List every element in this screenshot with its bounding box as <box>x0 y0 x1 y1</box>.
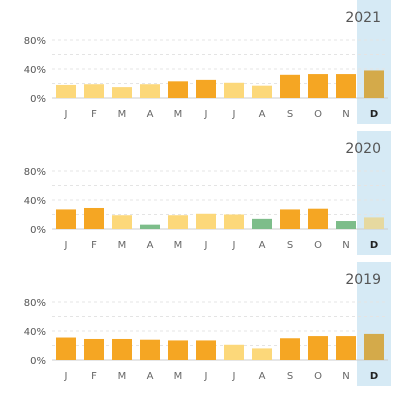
month-label: S <box>287 109 293 120</box>
bar-m-3[interactable] <box>112 338 132 360</box>
bar-j-1[interactable] <box>56 337 76 360</box>
y-tick-label: 40% <box>24 65 46 76</box>
month-label: O <box>314 240 322 251</box>
month-label: O <box>314 371 322 382</box>
bar-m-3[interactable] <box>112 87 132 98</box>
bar-f-2[interactable] <box>84 338 104 360</box>
bar-m-5[interactable] <box>168 340 188 360</box>
month-label: A <box>147 240 154 251</box>
bar-a-4[interactable] <box>140 84 160 98</box>
month-label: J <box>64 371 68 382</box>
month-label: D <box>370 240 378 251</box>
bar-d-12[interactable] <box>364 70 384 98</box>
month-label: N <box>342 240 349 251</box>
month-label: M <box>174 371 183 382</box>
bar-j-6[interactable] <box>196 213 216 229</box>
bar-j-6[interactable] <box>196 340 216 360</box>
highlight-band <box>357 0 391 124</box>
bar-a-8[interactable] <box>252 218 272 229</box>
bar-j-7[interactable] <box>224 82 244 98</box>
y-tick-label: 0% <box>30 356 46 367</box>
month-label: J <box>204 371 208 382</box>
bar-s-9[interactable] <box>280 209 300 229</box>
month-label: A <box>259 371 266 382</box>
month-label: J <box>204 109 208 120</box>
year-panel-2020: 80% 40% 0% 2020 J F M A M J J A S O N D <box>24 131 391 255</box>
bar-o-10[interactable] <box>308 208 328 229</box>
month-label: D <box>370 371 378 382</box>
month-label: M <box>118 240 127 251</box>
bar-j-6[interactable] <box>196 79 216 98</box>
month-label: M <box>174 109 183 120</box>
month-label: J <box>232 109 236 120</box>
year-panel-2019: 80% 40% 0% 2019 J F M A M J J A S O N D <box>24 262 391 386</box>
year-panel-2021: 80% 40% 0% 2021 J F M A M J J A S O N D <box>24 0 391 124</box>
bar-m-5[interactable] <box>168 215 188 229</box>
bar-m-3[interactable] <box>112 215 132 229</box>
bar-f-2[interactable] <box>84 207 104 229</box>
month-label: F <box>91 109 97 120</box>
month-label: J <box>64 109 68 120</box>
month-label: S <box>287 240 293 251</box>
month-label: M <box>118 371 127 382</box>
y-tick-label: 40% <box>24 327 46 338</box>
month-label: A <box>147 371 154 382</box>
bar-n-11[interactable] <box>336 74 356 98</box>
y-tick-label: 0% <box>30 94 46 105</box>
panel-title: 2021 <box>345 10 381 26</box>
bar-o-10[interactable] <box>308 74 328 98</box>
highlight-band <box>357 262 391 386</box>
panel-title: 2019 <box>345 272 381 288</box>
bar-m-5[interactable] <box>168 81 188 98</box>
y-tick-label: 80% <box>24 36 46 47</box>
bar-j-7[interactable] <box>224 344 244 360</box>
month-label: F <box>91 240 97 251</box>
bar-j-1[interactable] <box>56 209 76 229</box>
month-label: M <box>118 109 127 120</box>
bar-n-11[interactable] <box>336 221 356 229</box>
bar-a-8[interactable] <box>252 348 272 360</box>
month-label: N <box>342 109 349 120</box>
bar-j-7[interactable] <box>224 214 244 230</box>
bar-j-1[interactable] <box>56 84 76 98</box>
y-tick-label: 0% <box>30 225 46 236</box>
month-label: A <box>259 240 266 251</box>
month-label: N <box>342 371 349 382</box>
y-tick-label: 80% <box>24 167 46 178</box>
bar-n-11[interactable] <box>336 336 356 360</box>
month-label: M <box>174 240 183 251</box>
month-label: J <box>232 240 236 251</box>
month-label: J <box>204 240 208 251</box>
bar-a-4[interactable] <box>140 339 160 360</box>
bar-s-9[interactable] <box>280 74 300 98</box>
month-label: A <box>147 109 154 120</box>
bar-d-12[interactable] <box>364 333 384 360</box>
month-label: F <box>91 371 97 382</box>
bar-o-10[interactable] <box>308 336 328 360</box>
y-tick-label: 80% <box>24 298 46 309</box>
month-label: J <box>232 371 236 382</box>
bar-a-8[interactable] <box>252 85 272 98</box>
month-label: S <box>287 371 293 382</box>
y-tick-label: 40% <box>24 196 46 207</box>
month-label: A <box>259 109 266 120</box>
month-label: D <box>370 109 378 120</box>
bar-d-12[interactable] <box>364 217 384 229</box>
highlight-band <box>357 131 391 255</box>
bar-a-4[interactable] <box>140 224 160 229</box>
month-label: J <box>64 240 68 251</box>
panel-title: 2020 <box>345 141 381 157</box>
month-label: O <box>314 109 322 120</box>
bar-f-2[interactable] <box>84 84 104 98</box>
bar-s-9[interactable] <box>280 338 300 360</box>
